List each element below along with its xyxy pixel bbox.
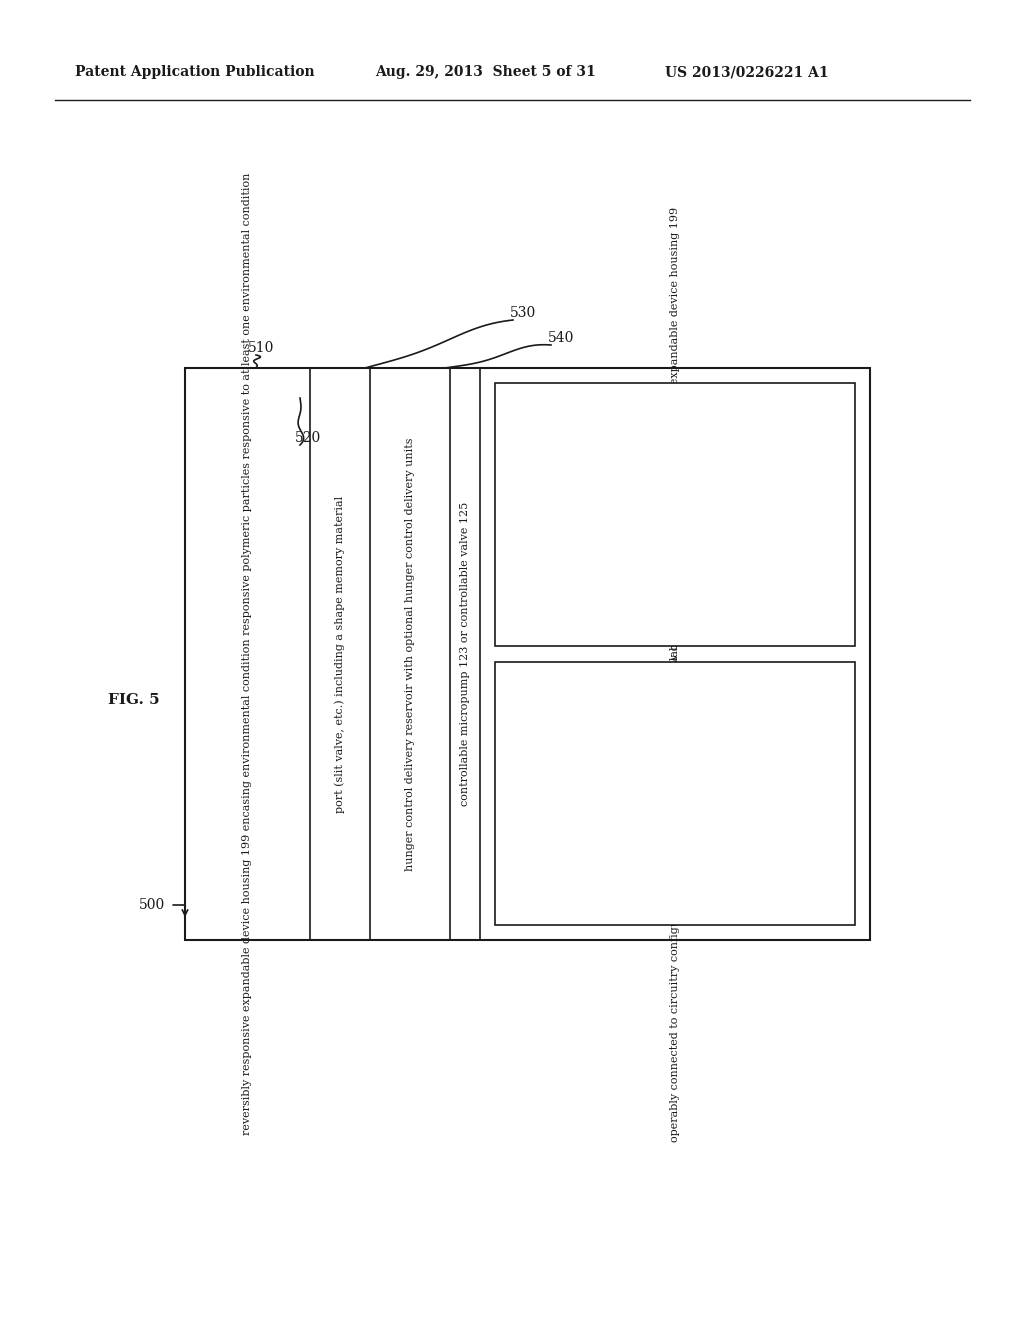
- Text: 540: 540: [548, 331, 574, 345]
- Text: Patent Application Publication: Patent Application Publication: [75, 65, 314, 79]
- Text: port (slit valve, etc.) including a shape memory material: port (slit valve, etc.) including a shap…: [335, 495, 345, 813]
- Text: 510: 510: [248, 341, 274, 355]
- Bar: [495, 383, 855, 645]
- Text: 500: 500: [138, 898, 165, 912]
- Text: controllable micropump 123 or controllable valve 125: controllable micropump 123 or controllab…: [460, 502, 470, 807]
- Text: FIG. 5: FIG. 5: [108, 693, 160, 708]
- Text: Aug. 29, 2013  Sheet 5 of 31: Aug. 29, 2013 Sheet 5 of 31: [375, 65, 596, 79]
- Bar: [185, 368, 870, 940]
- Text: configured to control the flow of fluid into or out of the reversibly responsive: configured to control the flow of fluid …: [670, 207, 680, 822]
- Text: 530: 530: [510, 306, 537, 319]
- Text: operably connected to circuitry configured for wireless control of at least one : operably connected to circuitry configur…: [670, 445, 680, 1142]
- Text: reversibly responsive expandable device housing 199 encasing environmental condi: reversibly responsive expandable device …: [243, 173, 253, 1135]
- Text: US 2013/0226221 A1: US 2013/0226221 A1: [665, 65, 828, 79]
- Bar: [495, 663, 855, 925]
- Text: 520: 520: [295, 432, 322, 445]
- Text: hunger control delivery reservoir with optional hunger control delivery units: hunger control delivery reservoir with o…: [406, 437, 415, 871]
